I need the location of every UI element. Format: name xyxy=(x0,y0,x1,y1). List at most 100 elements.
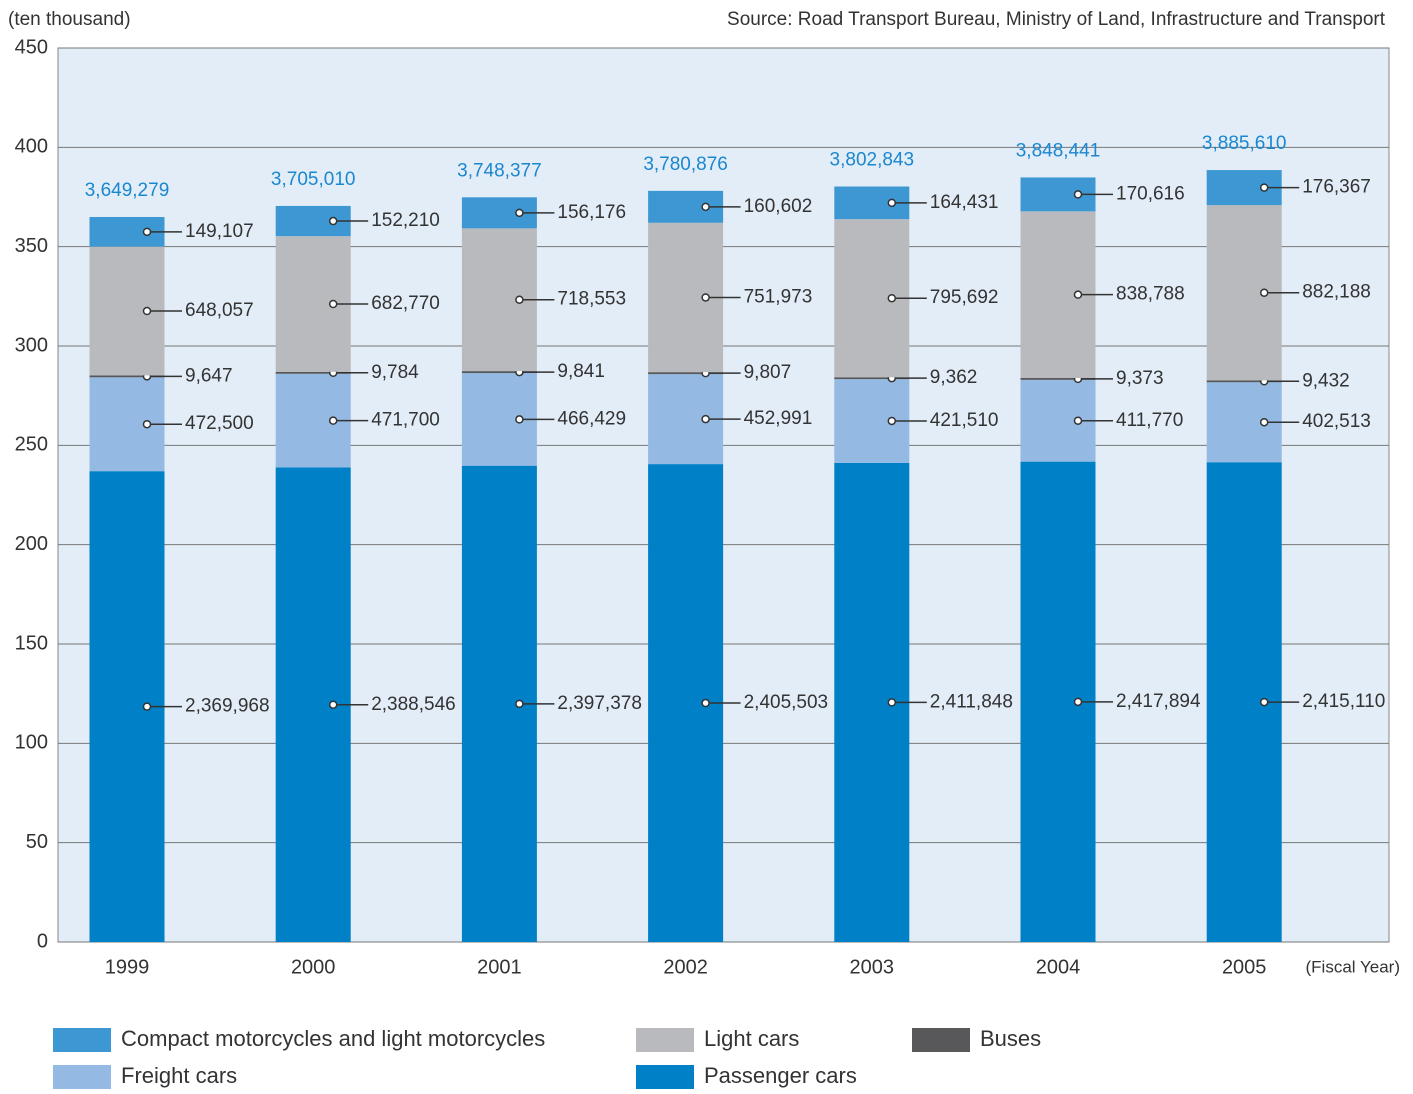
data-label: 2,388,546 xyxy=(371,694,456,715)
data-label: 9,373 xyxy=(1116,368,1164,389)
data-label: 648,057 xyxy=(185,300,254,321)
bar-segment xyxy=(834,377,910,380)
data-label: 718,553 xyxy=(557,289,626,310)
data-label-bg xyxy=(370,210,441,232)
data-label: 170,616 xyxy=(1116,183,1185,204)
leader-dot xyxy=(1259,183,1269,192)
total-label: 3,705,010 xyxy=(271,169,356,190)
bar-segment xyxy=(461,371,537,374)
data-label: 9,362 xyxy=(930,367,978,388)
source: Source: Road Transport Bureau, Ministry … xyxy=(727,9,1386,30)
data-label: 402,513 xyxy=(1302,411,1371,432)
y-tick-label: 300 xyxy=(15,334,48,356)
data-label-bg xyxy=(742,286,814,308)
data-label: 2,405,503 xyxy=(744,692,829,713)
data-label-bg xyxy=(1301,411,1372,433)
data-label-bg xyxy=(184,300,255,322)
leader-dot xyxy=(142,419,152,429)
data-label: 466,429 xyxy=(557,408,626,429)
legend-swatch xyxy=(636,1065,694,1089)
data-label-bg xyxy=(370,693,457,715)
leader-dot xyxy=(701,414,710,424)
data-label-bg xyxy=(742,408,814,430)
data-label: 9,647 xyxy=(185,365,233,386)
data-label: 472,500 xyxy=(185,413,254,434)
data-label: 149,107 xyxy=(185,221,254,242)
data-label-bg xyxy=(184,220,255,242)
data-label-bg xyxy=(556,692,643,714)
legend-label: Buses xyxy=(980,1026,1041,1051)
plot-area xyxy=(57,47,1390,943)
data-label-bg xyxy=(184,413,255,435)
y-tick-label: 100 xyxy=(15,732,48,754)
data-label: 2,411,848 xyxy=(930,691,1013,712)
data-label-bg xyxy=(1115,690,1202,712)
bar-segment xyxy=(89,375,165,378)
y-tick-label: 0 xyxy=(37,930,48,952)
y-tick-label: 200 xyxy=(15,533,48,555)
data-label: 682,770 xyxy=(371,293,440,314)
x-tick-label: 2000 xyxy=(291,956,336,978)
legend-swatch xyxy=(636,1028,694,1052)
y-tick-label: 50 xyxy=(26,831,48,853)
x-tick-label: 1999 xyxy=(105,956,150,978)
total-label: 3,802,843 xyxy=(830,150,915,171)
leader-dot xyxy=(1259,288,1269,297)
y-tick-label: 400 xyxy=(15,136,48,158)
y-tick-label: 250 xyxy=(15,434,48,456)
data-label: 9,432 xyxy=(1302,370,1350,391)
bar-segment xyxy=(648,372,724,375)
data-label: 2,415,110 xyxy=(1302,691,1385,712)
leader-dot xyxy=(515,415,524,424)
leader-dot xyxy=(1073,190,1083,199)
data-label-bg xyxy=(184,365,234,387)
x-tick-label: 2002 xyxy=(663,956,708,978)
leader-dot xyxy=(701,202,710,212)
leader-dot xyxy=(887,293,897,303)
legend-swatch xyxy=(53,1028,111,1052)
data-label: 411,770 xyxy=(1116,410,1183,431)
data-label-bg xyxy=(928,409,1000,431)
bar-segment xyxy=(1206,380,1282,383)
data-label: 2,397,378 xyxy=(557,693,642,714)
data-label-bg xyxy=(928,191,1000,213)
data-label-bg xyxy=(1301,281,1372,303)
total-label: 3,848,441 xyxy=(1016,140,1101,161)
x-tick-label: 2005 xyxy=(1222,956,1267,978)
leader-dot xyxy=(887,698,897,707)
data-label: 9,841 xyxy=(557,361,605,382)
data-label-bg xyxy=(928,287,1000,309)
data-label-bg xyxy=(1301,176,1372,198)
data-label-bg xyxy=(1115,183,1186,205)
total-label: 3,748,377 xyxy=(457,160,542,181)
data-label-bg xyxy=(556,201,628,223)
legend-label: Passenger cars xyxy=(704,1063,857,1088)
total-label: 3,780,876 xyxy=(643,154,728,175)
legend-label: Freight cars xyxy=(121,1063,237,1088)
data-label: 176,367 xyxy=(1302,177,1371,198)
data-label: 164,431 xyxy=(930,192,999,213)
data-label: 2,369,968 xyxy=(185,696,270,717)
data-label-bg xyxy=(1115,409,1185,431)
x-tick-label: 2004 xyxy=(1036,956,1081,978)
total-label: 3,885,610 xyxy=(1202,133,1287,154)
leader-dot xyxy=(1073,697,1083,707)
data-label: 9,784 xyxy=(371,362,419,383)
leader-dot xyxy=(142,306,152,316)
data-label: 795,692 xyxy=(930,287,999,308)
leader-dot xyxy=(701,293,710,302)
data-label-bg xyxy=(928,367,979,389)
data-label-bg xyxy=(370,409,441,431)
data-label-bg xyxy=(1115,367,1165,389)
y-tick-label: 150 xyxy=(15,632,48,654)
data-label: 152,210 xyxy=(371,210,440,231)
data-label-bg xyxy=(556,361,606,383)
legend-label: Compact motorcycles and light motorcycle… xyxy=(121,1026,545,1051)
leader-dot xyxy=(887,198,897,208)
leader-dot xyxy=(328,700,338,709)
data-label: 160,602 xyxy=(744,196,813,217)
y-unit-label: (ten thousand) xyxy=(8,9,131,30)
leader-dot xyxy=(142,227,152,237)
data-label: 2,417,894 xyxy=(1116,691,1201,712)
leader-dot xyxy=(515,699,524,709)
